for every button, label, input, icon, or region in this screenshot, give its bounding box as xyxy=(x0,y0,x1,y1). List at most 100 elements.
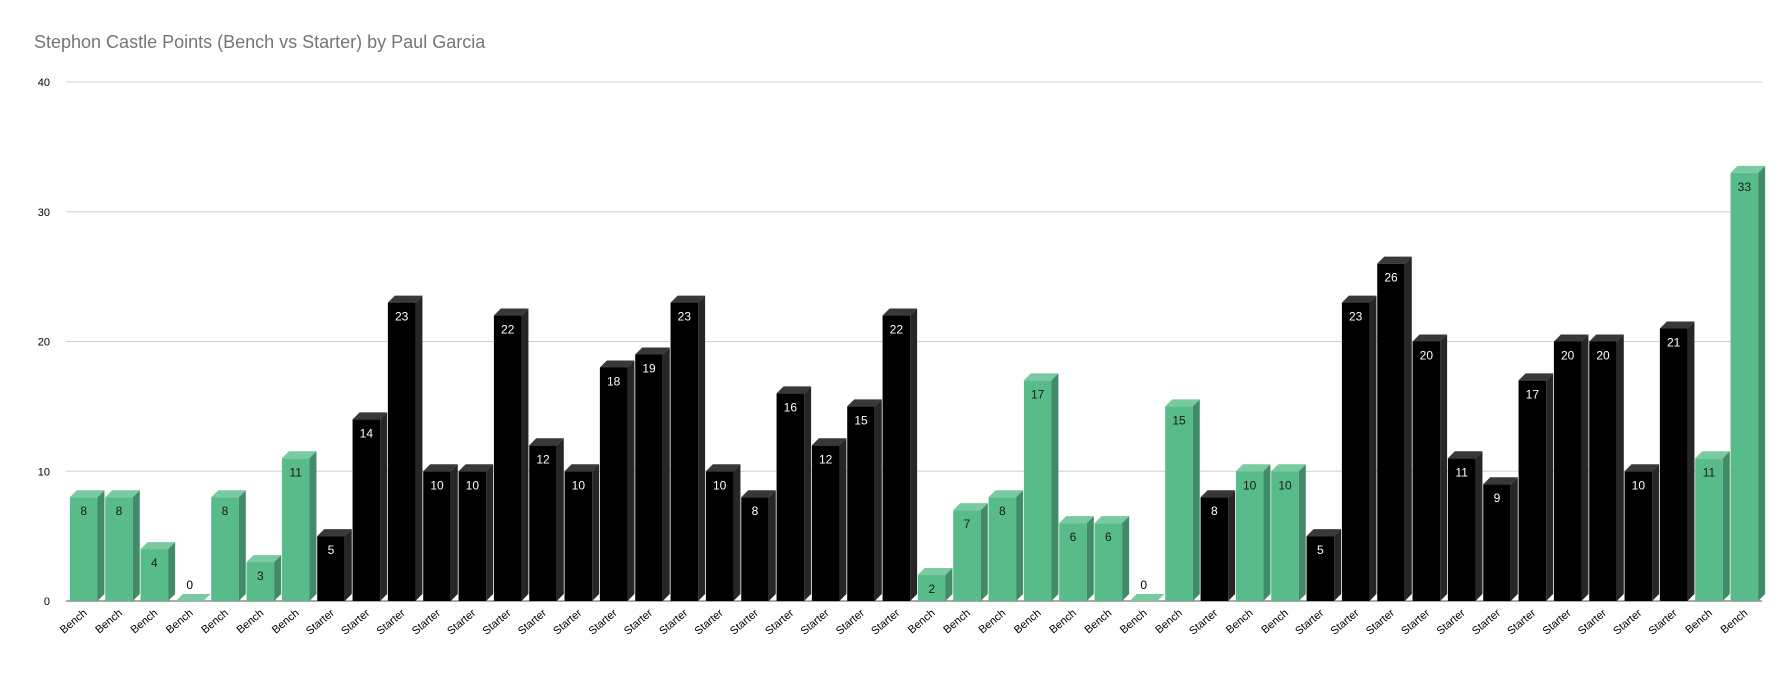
bar-front xyxy=(741,497,769,601)
data-label: 5 xyxy=(1317,543,1324,557)
y-tick-label: 40 xyxy=(38,77,50,89)
data-label: 6 xyxy=(1070,530,1077,544)
bar-top xyxy=(776,386,812,394)
bar-starter xyxy=(352,412,388,601)
bar-side xyxy=(238,490,246,601)
bar-side xyxy=(1404,256,1412,601)
bar-bench xyxy=(1094,516,1130,601)
bar-top xyxy=(1624,464,1660,472)
bar-bench xyxy=(69,490,105,601)
bar-bench xyxy=(246,555,282,601)
bar-bench xyxy=(1695,451,1730,601)
bar-top xyxy=(741,490,776,498)
bar-top xyxy=(387,295,423,303)
data-label: 17 xyxy=(1526,387,1540,401)
x-tick-label: Starter xyxy=(551,607,584,638)
x-tick-label: Starter xyxy=(1470,607,1503,638)
data-label: 20 xyxy=(1561,349,1575,363)
bar-top xyxy=(317,529,352,537)
bar-front xyxy=(1271,471,1299,601)
bar-side xyxy=(1122,516,1130,601)
bar-front xyxy=(1059,523,1087,601)
bar-top xyxy=(705,464,741,472)
bar-top xyxy=(1377,256,1412,264)
bar-front xyxy=(1624,471,1653,601)
bar-top xyxy=(175,594,211,601)
data-label: 12 xyxy=(819,452,833,466)
bar-bench xyxy=(105,490,140,601)
bar-side xyxy=(1510,477,1518,601)
x-tick-label: Starter xyxy=(1329,607,1362,638)
bar-front xyxy=(281,458,310,601)
bar-front xyxy=(953,510,981,601)
bars xyxy=(69,165,1766,601)
bar-top xyxy=(423,464,458,472)
data-label: 11 xyxy=(1455,465,1468,479)
x-tick-label: Starter xyxy=(1187,607,1220,638)
x-tick-label: Starter xyxy=(799,607,832,638)
bar-top xyxy=(1412,334,1448,342)
bar-starter xyxy=(1412,334,1448,601)
x-tick-label: Starter xyxy=(1541,607,1574,638)
bar-top xyxy=(1306,529,1342,537)
x-tick-label: Bench xyxy=(270,607,302,636)
data-label: 11 xyxy=(289,465,302,479)
data-label: 8 xyxy=(80,504,87,518)
data-label: 20 xyxy=(1420,349,1434,363)
bar-starter xyxy=(1589,334,1624,601)
bar-top xyxy=(1200,490,1236,498)
x-tick-label: Starter xyxy=(410,607,443,638)
bar-side xyxy=(945,568,953,601)
bar-side xyxy=(1616,334,1624,601)
data-label: 22 xyxy=(501,323,515,337)
bar-front xyxy=(1306,536,1335,601)
data-label: 26 xyxy=(1384,271,1398,285)
bar-front xyxy=(1341,302,1370,601)
bar-top xyxy=(1165,399,1200,407)
bar-bench xyxy=(1165,399,1200,601)
bar-top xyxy=(211,490,246,498)
bar-bench xyxy=(1023,373,1059,601)
bar-side xyxy=(592,464,600,601)
bar-starter xyxy=(493,308,529,601)
data-label: 3 xyxy=(257,569,264,583)
bar-side xyxy=(1581,334,1589,601)
x-tick-label: Bench xyxy=(199,607,231,636)
bar-front xyxy=(847,406,875,601)
data-label: 20 xyxy=(1596,349,1610,363)
data-label: 14 xyxy=(360,426,374,440)
x-tick-label: Bench xyxy=(1224,607,1256,636)
bar-top xyxy=(1094,516,1130,524)
x-tick-label: Starter xyxy=(304,607,337,638)
bar-front xyxy=(1377,263,1405,601)
x-tick-label: Starter xyxy=(834,607,867,638)
x-tick-label: Bench xyxy=(1012,607,1044,636)
x-tick-label: Starter xyxy=(1435,607,1468,638)
bar-side xyxy=(132,490,140,601)
bar-starter xyxy=(1483,477,1518,601)
bar-side xyxy=(1086,516,1094,601)
bar-bench xyxy=(1730,165,1766,601)
data-label: 10 xyxy=(713,478,727,492)
x-tick-label: Bench xyxy=(1083,607,1115,636)
bar-side xyxy=(521,308,529,601)
x-tick-label: Bench xyxy=(977,607,1009,636)
bar-side xyxy=(1652,464,1660,601)
bar-starter xyxy=(1518,373,1554,601)
bar-starter xyxy=(635,347,670,601)
bar-front xyxy=(317,536,345,601)
bar-top xyxy=(847,399,882,407)
bar-top xyxy=(1129,594,1165,601)
bar-side xyxy=(1016,490,1024,601)
data-label: 2 xyxy=(928,582,935,596)
bar-front xyxy=(1094,523,1123,601)
bar-front xyxy=(776,393,805,601)
x-tick-label: Bench xyxy=(58,607,90,636)
x-tick-label: Starter xyxy=(728,607,761,638)
x-tick-label: Starter xyxy=(763,607,796,638)
data-label: 9 xyxy=(1494,491,1501,505)
data-label: 23 xyxy=(395,310,409,324)
bar-top xyxy=(953,503,988,511)
x-tick-label: Starter xyxy=(693,607,726,638)
